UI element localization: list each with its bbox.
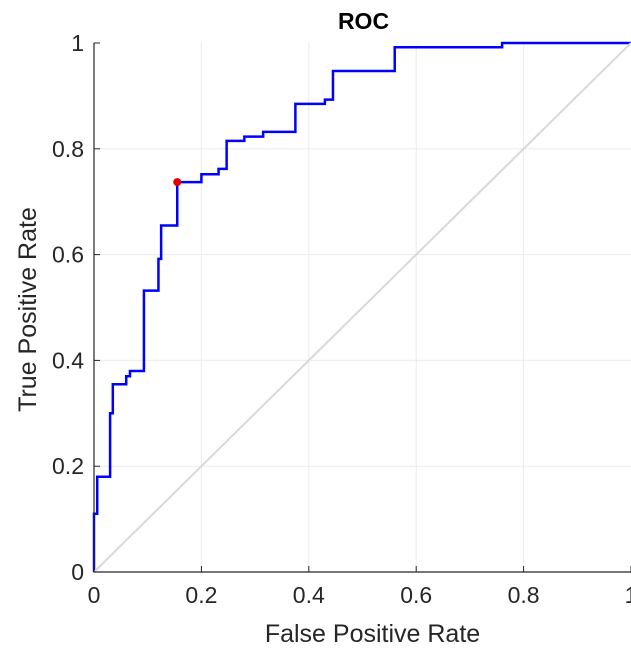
- plot-series: [92, 41, 631, 573]
- y-tick-label: 0.4: [52, 347, 84, 373]
- tick-labels: 0 0.2 0.4 0.6 0.8 1 0 0.2 0.4 0.6 0.8 1: [52, 30, 631, 608]
- x-axis-title: False Positive Rate: [265, 620, 480, 648]
- roc-curve-line: [92, 41, 631, 572]
- x-tick-label: 0.4: [293, 582, 325, 608]
- y-axis-title: True Positive Rate: [14, 207, 42, 412]
- x-tick-label: 1: [625, 582, 631, 608]
- y-tick-label: 0.6: [52, 242, 84, 268]
- chart-title: ROC: [338, 8, 389, 34]
- axes: [93, 42, 631, 573]
- y-tick-label: 0: [71, 559, 84, 585]
- grid-lines: [94, 43, 631, 572]
- chance-diagonal-line: [93, 42, 631, 573]
- y-tick-label: 0.2: [52, 453, 84, 479]
- x-tick-label: 0.8: [508, 582, 540, 608]
- y-tick-label: 1: [71, 30, 84, 56]
- operating-point-marker: [173, 178, 182, 187]
- x-tick-label: 0.2: [185, 582, 217, 608]
- x-tick-label: 0.6: [400, 582, 432, 608]
- y-tick-label: 0.8: [52, 136, 84, 162]
- x-tick-label: 0: [88, 582, 101, 608]
